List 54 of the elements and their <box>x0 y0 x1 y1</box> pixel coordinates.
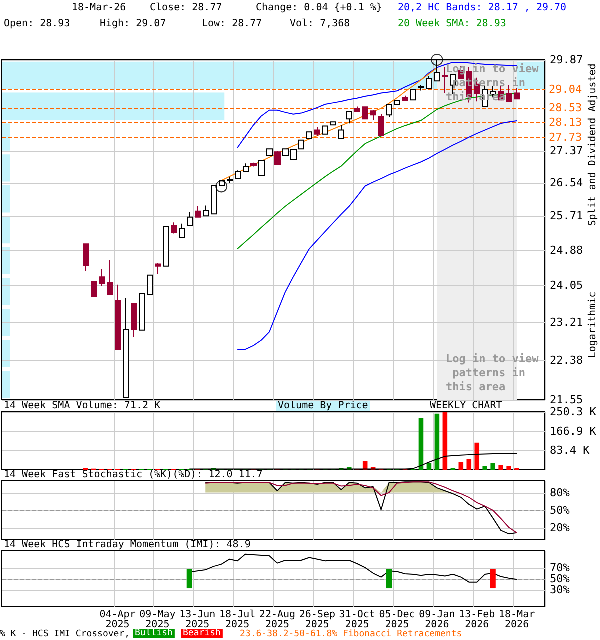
text: Low: 28.77 <box>202 18 262 30</box>
y-tick-label: 30% <box>550 584 570 597</box>
x-tick-label: 13-Feb 2026 <box>459 610 496 630</box>
y-tick-label: 27.37 <box>550 144 584 158</box>
text: Change: 0.04 {+0.1 %} <box>256 2 382 14</box>
y-tick-label: 22.38 <box>550 354 584 368</box>
ref-line-label: 27.73 <box>549 130 582 144</box>
ref-line-label: 28.53 <box>549 101 582 114</box>
y-tick-label: 24.88 <box>550 244 584 257</box>
x-tick-label: 26-Sep 2025 <box>299 610 336 630</box>
x-tick-label: 31-Oct 2025 <box>339 610 376 630</box>
y-tick-label: 50% <box>550 504 570 517</box>
y-tick-label: 166.9 K <box>550 424 597 438</box>
y-tick-label: 21.55 <box>550 394 584 406</box>
text: 20,2 HC Bands: 28.17 , 29.70 <box>398 2 567 14</box>
text: Vol: 7,368 <box>290 18 350 30</box>
text: Bullish <box>135 628 173 638</box>
y-tick-label: 26.54 <box>550 176 584 190</box>
x-tick-label: 18-Mar 2026 <box>498 610 536 630</box>
y-tick-label: 25.71 <box>550 210 584 223</box>
text: Volume By Price <box>278 400 368 412</box>
y-tick-label: 80% <box>550 486 570 500</box>
x-tick-label: 13-Jun 2025 <box>180 610 216 630</box>
text: 20 Week SMA: 28.93 <box>398 18 506 30</box>
x-tick-label: 09-May 2025 <box>140 610 176 630</box>
text: High: 29.07 <box>100 18 166 30</box>
text: 23.6-38.2-50-61.8% Fibonacci Retracements <box>240 630 462 640</box>
y-tick-label: 23.21 <box>550 316 584 330</box>
y-tick-label: 20% <box>550 522 570 535</box>
text: % K - HCS IMI Crossover, <box>0 630 130 640</box>
ref-line-label: 29.04 <box>549 82 582 96</box>
text: Split and Dividend Adjusted <box>588 64 598 226</box>
y-tick-label: 83.4 K <box>550 444 590 458</box>
y-tick-label: 50% <box>550 572 570 586</box>
x-tick-label: 05-Dec 2025 <box>379 610 416 630</box>
y-tick-label: 250.3 K <box>550 406 597 418</box>
annotation: Log in to view patterns in this area <box>446 352 540 394</box>
x-tick-label: 22-Aug 2025 <box>259 610 296 630</box>
text: Bearish <box>183 628 221 638</box>
chart-title: 14 Week Fast Stochastic (%K)(%D): 12.0 11.7 <box>4 470 263 480</box>
y-tick-label: 29.87 <box>550 54 584 66</box>
text: Close: 28.77 <box>150 2 222 14</box>
text: Logarithmic <box>588 292 598 358</box>
chart-title: 14 Week HCS Intraday Momentum (IMI): 48.9 <box>4 540 251 550</box>
y-tick-label: 24.05 <box>550 279 584 292</box>
x-tick-label: 09-Jan 2026 <box>419 610 456 630</box>
text: 18-Mar-26 <box>72 2 126 14</box>
y-tick-label: 70% <box>550 561 570 574</box>
text: Open: 28.93 <box>4 18 70 30</box>
x-tick-label: 04-Apr 2025 <box>100 610 136 630</box>
text: WEEKLY CHART <box>430 400 502 412</box>
chart-title: 14 Week SMA Volume: 71.2 K <box>4 400 161 412</box>
x-tick-label: 18-Jul 2025 <box>220 610 256 630</box>
ref-line-label: 28.13 <box>549 116 582 130</box>
